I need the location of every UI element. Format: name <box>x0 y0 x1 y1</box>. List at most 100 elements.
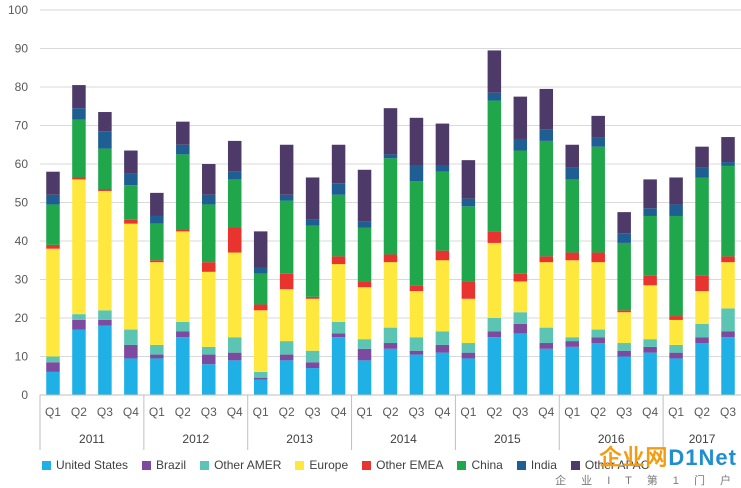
bar-segment <box>643 346 657 353</box>
bar-segment <box>150 223 164 261</box>
bar-segment <box>227 227 242 253</box>
bar-segment <box>409 117 424 166</box>
bar-segment <box>513 138 528 151</box>
bar-segment <box>617 350 631 357</box>
bar-segment <box>669 204 683 216</box>
bar-segment <box>124 219 138 224</box>
x-tick-label: Q1 <box>45 405 61 419</box>
x-tick-label: Q2 <box>486 405 502 419</box>
legend-item: Other EMEA <box>362 458 443 472</box>
bar-segment <box>513 312 528 324</box>
bar-segment <box>202 204 216 263</box>
bar-segment <box>591 146 605 253</box>
bar-segment <box>643 352 657 395</box>
bar-segment <box>46 356 60 363</box>
bar-segment <box>46 371 60 395</box>
bar-segment <box>124 358 138 395</box>
bar-segment <box>305 296 320 299</box>
bar-segment <box>150 344 164 355</box>
bar-segment <box>253 304 268 311</box>
bar-segment <box>176 331 190 338</box>
legend-item: United States <box>42 458 128 472</box>
bar-segment <box>721 262 735 309</box>
bar-segment <box>383 262 398 328</box>
legend: United States Brazil Other AMER Europe Other… <box>42 458 649 472</box>
bar-segment <box>98 148 112 190</box>
legend-label: Other AMER <box>214 458 282 472</box>
bar-segment <box>98 325 112 395</box>
legend-label: Europe <box>309 458 349 472</box>
bar-segment <box>435 344 450 353</box>
bar-segment <box>565 337 579 342</box>
bar-segment <box>176 154 190 230</box>
bar-segment <box>383 348 398 395</box>
bar-segment <box>46 204 60 245</box>
bar-segment <box>591 137 605 147</box>
bar-segment <box>150 262 164 345</box>
bar-segment <box>487 331 502 338</box>
legend-swatch <box>200 460 210 470</box>
bar-segment <box>487 231 502 243</box>
bar-segment <box>487 100 502 232</box>
y-tick-label: 50 <box>15 196 29 210</box>
bar-segment <box>227 352 242 361</box>
bar-segment <box>565 167 579 180</box>
bar-segment <box>72 179 86 315</box>
x-tick-label: Q3 <box>512 405 528 419</box>
bar-segment <box>331 264 346 322</box>
bar-segment <box>98 310 112 320</box>
year-label: 2011 <box>79 432 105 446</box>
legend-item: India <box>516 458 557 472</box>
bar-segment <box>357 221 372 228</box>
bar-segment <box>98 131 112 149</box>
bar-segment <box>305 350 320 363</box>
bar-segment <box>591 329 605 338</box>
bar-segment <box>695 275 709 292</box>
bar-segment <box>331 183 346 195</box>
bar-segment <box>461 160 476 199</box>
bar-segment <box>253 377 268 380</box>
year-label: 2016 <box>598 432 625 446</box>
bar-segment <box>46 171 60 195</box>
bar-segment <box>409 337 424 351</box>
bar-segment <box>435 250 450 261</box>
bar-segment <box>617 312 631 344</box>
bar-segment <box>46 248 60 357</box>
bar-segment <box>176 144 190 155</box>
bar-segment <box>331 256 346 265</box>
legend-item: Other AMER <box>200 458 281 472</box>
bar-segment <box>279 144 294 195</box>
legend-swatch <box>42 460 51 470</box>
bar-segment <box>72 329 86 395</box>
bar-segment <box>46 244 60 249</box>
bar-segment <box>383 327 398 344</box>
bar-segment <box>383 108 398 155</box>
bar-segment <box>383 158 398 255</box>
bar-segment <box>643 339 657 347</box>
x-tick-label: Q4 <box>227 405 243 419</box>
watermark-logo: 企业网D1Net 企 业 I T 第 1 门 户 <box>555 440 737 488</box>
bar-segment <box>695 337 709 344</box>
x-tick-label: Q3 <box>616 405 632 419</box>
bar-segment <box>539 129 554 141</box>
bar-segment <box>617 356 631 395</box>
bar-segment <box>539 140 554 257</box>
bar-segment <box>617 233 631 243</box>
bar-segment <box>305 298 320 351</box>
legend-swatch <box>295 460 305 470</box>
bar-segment <box>461 198 476 207</box>
bar-segment <box>357 360 372 395</box>
y-tick-label: 100 <box>8 3 28 17</box>
bar-segment <box>513 273 528 282</box>
bar-segment <box>176 321 190 332</box>
bar-segment <box>305 368 320 395</box>
bar-segment <box>565 341 579 347</box>
bar-segment <box>487 242 502 318</box>
bar-segment <box>409 291 424 338</box>
bar-segment <box>695 177 709 276</box>
bar-segment <box>461 206 476 282</box>
bar-segment <box>383 254 398 263</box>
year-label: 2017 <box>689 432 716 446</box>
bar-segment <box>72 119 86 178</box>
